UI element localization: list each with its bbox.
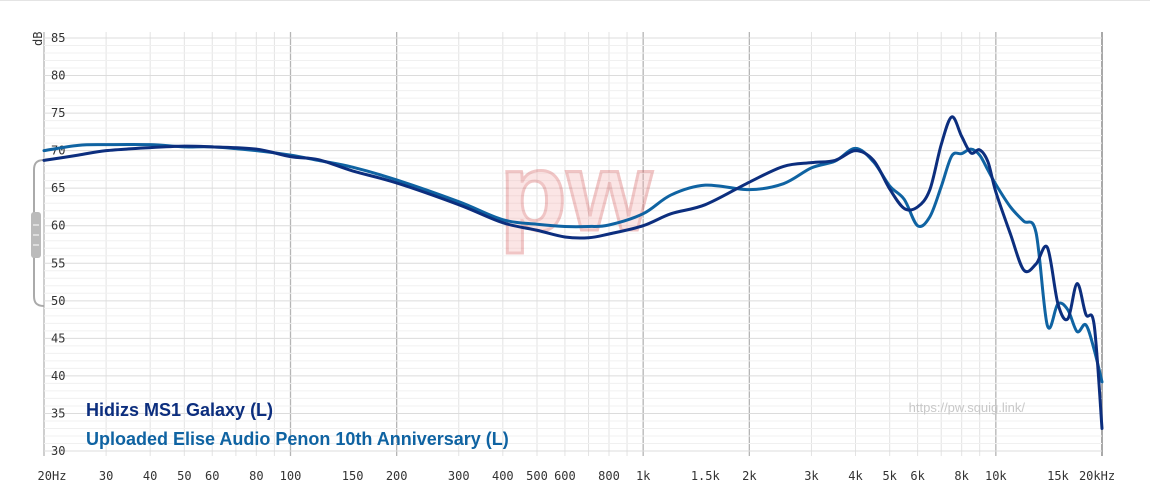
y-tick-label: 40 bbox=[51, 369, 65, 383]
x-tick-label: 40 bbox=[143, 469, 157, 483]
y-tick-label: 80 bbox=[51, 69, 65, 83]
y-tick-label: 50 bbox=[51, 294, 65, 308]
x-tick-label: 8k bbox=[954, 469, 969, 483]
x-tick-label: 60 bbox=[205, 469, 219, 483]
watermark-logo: pw bbox=[500, 131, 653, 254]
x-tick-label: 6k bbox=[910, 469, 925, 483]
series-line-hidizs-ms1-galaxy bbox=[42, 115, 1104, 430]
x-tick-label: 800 bbox=[598, 469, 620, 483]
x-tick-label: 150 bbox=[342, 469, 364, 483]
y-tick-label: 55 bbox=[51, 256, 65, 270]
y-tick-label: 70 bbox=[51, 144, 65, 158]
x-tick-label: 400 bbox=[492, 469, 514, 483]
x-tick-label: 3k bbox=[804, 469, 819, 483]
x-tick-label: 20Hz bbox=[38, 469, 67, 483]
x-tick-label: 15k bbox=[1047, 469, 1069, 483]
x-tick-label: 600 bbox=[554, 469, 576, 483]
y-tick-label: 35 bbox=[51, 406, 65, 420]
y-axis-ticks: 85 80 75 70 65 60 55 50 45 40 35 30 bbox=[51, 31, 65, 458]
legend-entry-hidizs-ms1-galaxy: Hidizs MS1 Galaxy (L) bbox=[86, 400, 273, 420]
y-axis-label: dB bbox=[31, 32, 45, 46]
grid bbox=[43, 32, 1103, 456]
x-tick-label: 200 bbox=[386, 469, 408, 483]
x-tick-label: 30 bbox=[99, 469, 113, 483]
y-tick-label: 85 bbox=[51, 31, 65, 45]
x-tick-label: 10k bbox=[985, 469, 1007, 483]
x-tick-label: 300 bbox=[448, 469, 470, 483]
x-tick-label: 1.5k bbox=[691, 469, 721, 483]
x-tick-label: 5k bbox=[882, 469, 897, 483]
y-scale-drag-handle[interactable] bbox=[31, 159, 45, 307]
x-tick-label: 50 bbox=[177, 469, 191, 483]
x-tick-label: 1k bbox=[636, 469, 651, 483]
x-tick-label: 20kHz bbox=[1079, 469, 1115, 483]
y-tick-label: 65 bbox=[51, 181, 65, 195]
x-tick-label: 80 bbox=[249, 469, 263, 483]
y-tick-label: 60 bbox=[51, 219, 65, 233]
x-tick-label: 500 bbox=[526, 469, 548, 483]
x-tick-label: 100 bbox=[280, 469, 302, 483]
curves bbox=[42, 115, 1104, 430]
y-tick-label: 75 bbox=[51, 106, 65, 120]
x-tick-label: 4k bbox=[848, 469, 863, 483]
y-tick-label: 45 bbox=[51, 331, 65, 345]
pw-watermark: pw bbox=[498, 130, 654, 256]
watermark-url: https://pw.squig.link/ bbox=[909, 400, 1026, 415]
y-tick-label: 30 bbox=[51, 444, 65, 458]
x-tick-label: 2k bbox=[742, 469, 757, 483]
legend-entry-elise-audio-penon: Uploaded Elise Audio Penon 10th Annivers… bbox=[86, 429, 509, 449]
x-axis-ticks: 20Hz 30 40 50 60 80 100 150 200 300 400 500 600 800 1k… bbox=[38, 469, 1116, 483]
